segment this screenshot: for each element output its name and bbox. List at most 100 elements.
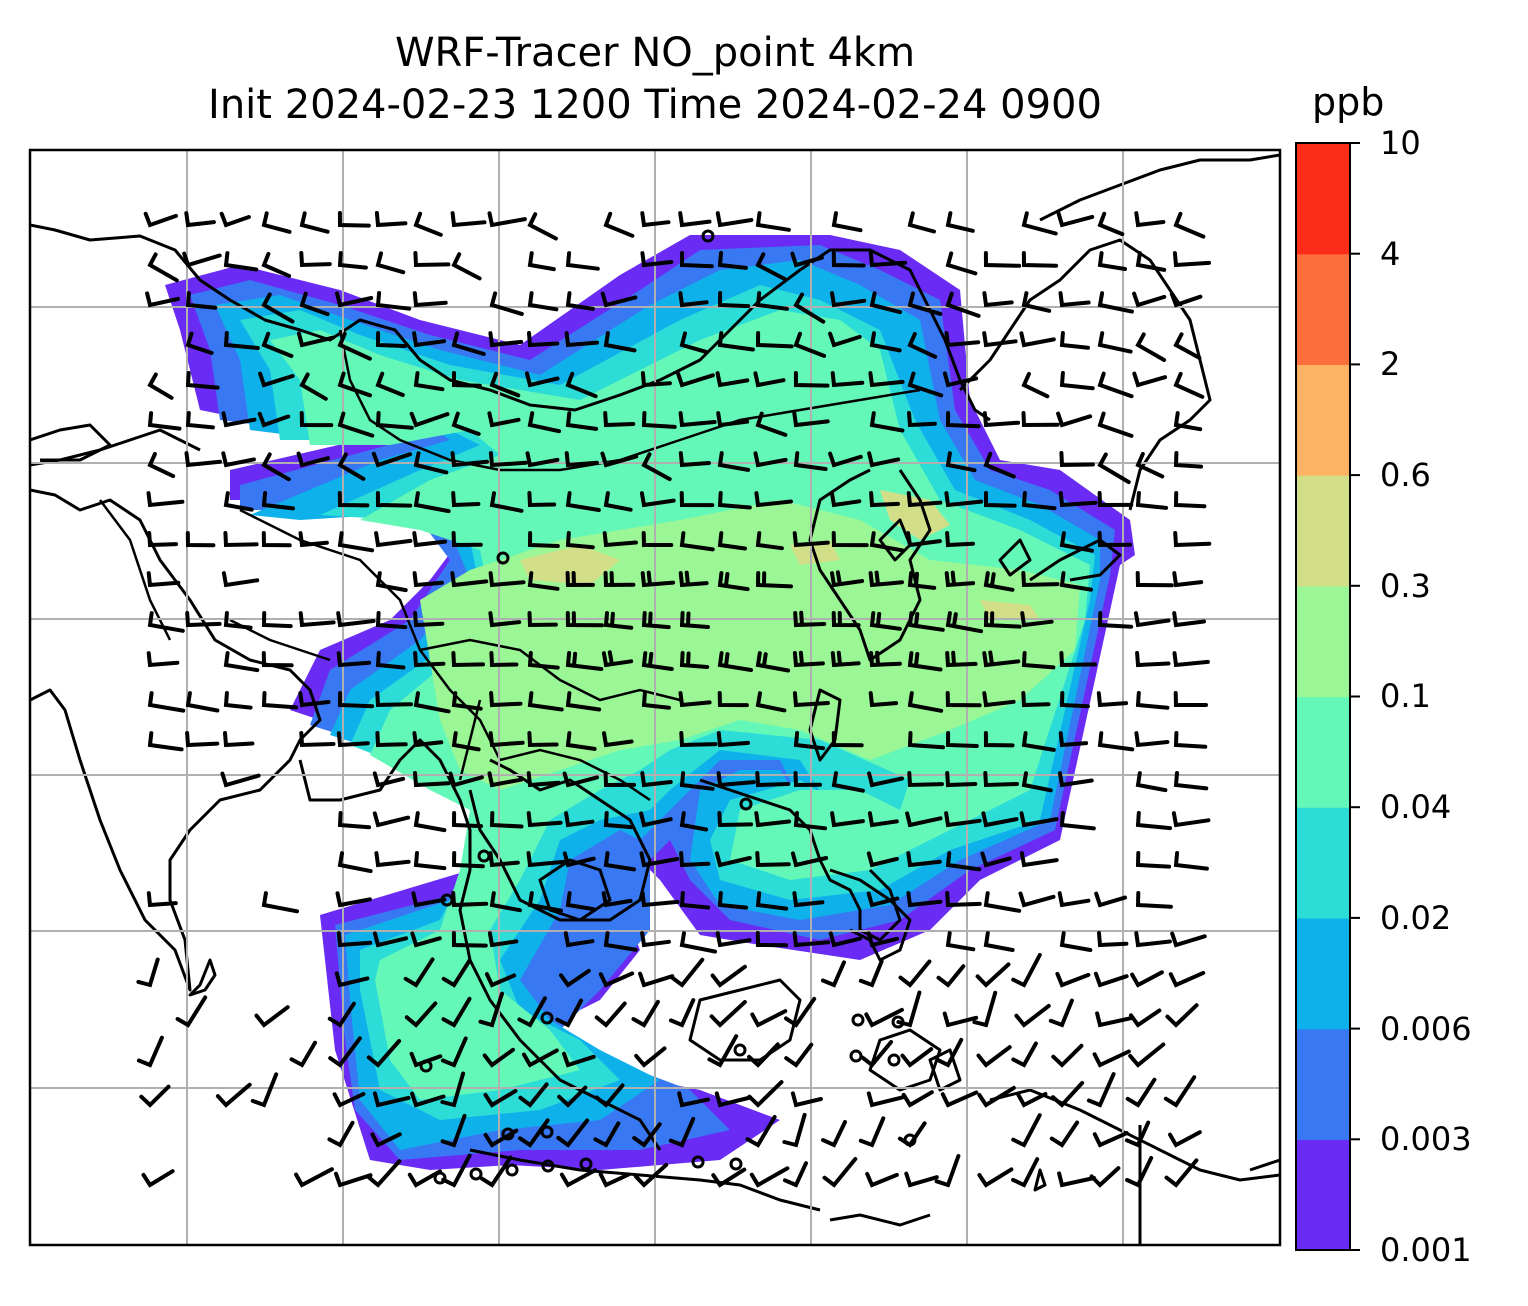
calm-wind-circle xyxy=(477,849,491,863)
wind-barb xyxy=(1021,251,1059,268)
wind-barb xyxy=(714,1091,753,1108)
wind-barb xyxy=(185,331,214,355)
wind-barb xyxy=(860,1040,894,1068)
wind-barb xyxy=(868,691,899,708)
wind-barb xyxy=(907,691,944,713)
wind-barb xyxy=(831,531,869,548)
wind-barb xyxy=(336,931,373,948)
wind-barb xyxy=(527,611,558,628)
wind-barb xyxy=(451,411,481,436)
colorbar-segment xyxy=(1296,696,1350,808)
wind-barb xyxy=(603,211,635,238)
wind-barb xyxy=(831,731,864,748)
wind-barb xyxy=(603,411,636,428)
colorbar-tick-label: 0.001 xyxy=(1380,1231,1472,1269)
wind-barb xyxy=(147,611,185,633)
wind-barb xyxy=(1058,291,1091,308)
wind-barb xyxy=(1020,611,1054,628)
wind-barb xyxy=(1135,332,1167,362)
wind-barb xyxy=(337,452,366,481)
colorbar-tick-label: 2 xyxy=(1380,345,1401,383)
wind-barb xyxy=(337,371,372,398)
wind-barb xyxy=(488,331,524,348)
wind-barb xyxy=(1094,891,1127,908)
wind-barb xyxy=(784,1042,814,1068)
wind-barb xyxy=(944,491,984,508)
wind-barb xyxy=(755,252,787,282)
wind-barb xyxy=(413,651,446,668)
wind-barb xyxy=(185,611,222,628)
wind-barb xyxy=(715,211,754,228)
wind-barb xyxy=(981,811,1019,828)
wind-barb xyxy=(374,531,413,548)
wind-barb xyxy=(790,851,829,868)
wind-barb xyxy=(366,1039,402,1068)
wind-barb xyxy=(223,331,260,350)
wind-barb xyxy=(755,531,784,551)
wind-barb xyxy=(1058,731,1089,748)
wind-barb xyxy=(559,1168,598,1188)
wind-barb xyxy=(1130,970,1164,988)
wind-barb xyxy=(867,771,904,788)
wind-barb xyxy=(866,851,899,868)
wind-barb xyxy=(451,891,489,908)
wind-barb xyxy=(830,650,861,668)
wind-barb xyxy=(409,1051,443,1068)
wind-barb xyxy=(868,371,905,388)
wind-barb xyxy=(639,491,676,508)
wind-barb xyxy=(717,571,750,592)
wind-barb xyxy=(489,491,524,513)
wind-barb xyxy=(858,1116,886,1148)
wind-barb xyxy=(679,771,715,791)
calm-wind-circle xyxy=(739,797,753,811)
wind-barb xyxy=(1092,1049,1131,1068)
wind-barb xyxy=(1169,291,1203,308)
wind-barb xyxy=(337,531,375,553)
wind-barb xyxy=(412,731,444,748)
wind-barb xyxy=(223,731,255,748)
wind-barb xyxy=(793,292,826,324)
wind-barb xyxy=(299,731,336,748)
wind-barb xyxy=(632,1122,662,1148)
wind-barb xyxy=(906,891,943,908)
wind-barb xyxy=(1132,371,1167,388)
wind-barb xyxy=(372,811,411,828)
wind-barb xyxy=(668,1116,696,1148)
wind-barb xyxy=(792,891,825,908)
wind-barb xyxy=(792,650,825,668)
wind-barb xyxy=(450,451,489,468)
wind-barb xyxy=(298,531,329,548)
wind-barb xyxy=(1171,811,1211,828)
wind-barb xyxy=(258,371,295,388)
wind-barb xyxy=(451,931,488,948)
wind-barb xyxy=(602,731,634,748)
wind-barb xyxy=(868,570,904,588)
wind-barb xyxy=(403,957,435,988)
wind-barb xyxy=(594,1083,625,1108)
wind-barb xyxy=(375,251,406,275)
wind-barb xyxy=(1018,891,1056,908)
wind-barb xyxy=(1021,291,1052,313)
wind-barb xyxy=(678,451,711,468)
wind-barb xyxy=(298,611,336,628)
wind-barb xyxy=(450,571,489,588)
wind-barb xyxy=(147,731,184,752)
wind-barb xyxy=(867,811,899,828)
wind-barb xyxy=(565,891,596,912)
wind-barb xyxy=(755,931,789,948)
wind-barb xyxy=(983,891,1022,913)
wind-barb xyxy=(792,411,830,428)
wind-barb xyxy=(715,931,752,948)
wind-barb xyxy=(525,451,560,468)
plume-level-7 xyxy=(520,490,1040,620)
wind-barb xyxy=(983,731,1015,748)
wind-barb xyxy=(1059,931,1093,952)
wind-barb xyxy=(640,251,674,268)
wind-barb xyxy=(488,571,526,588)
wind-barb xyxy=(982,291,1014,308)
wind-barb xyxy=(906,491,943,508)
wind-barb xyxy=(337,211,371,228)
wind-barb xyxy=(440,1036,468,1068)
wind-barb xyxy=(982,331,1018,348)
wind-barb xyxy=(220,771,261,788)
